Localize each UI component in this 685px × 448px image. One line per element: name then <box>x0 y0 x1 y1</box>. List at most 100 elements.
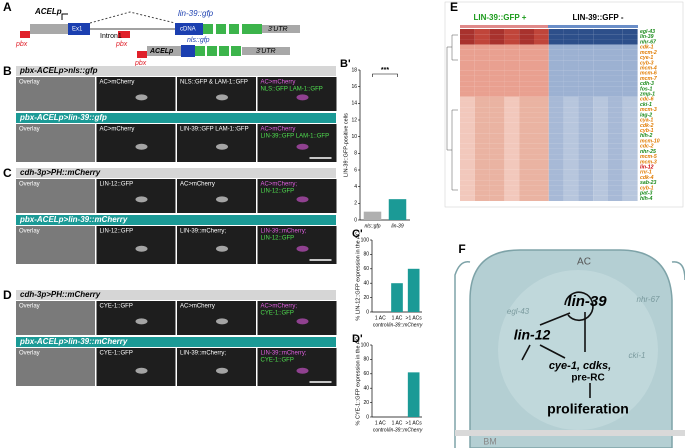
heatmap-cell <box>534 60 549 66</box>
gene-label: mcm-3 <box>640 159 657 165</box>
heatmap-cell <box>460 195 475 201</box>
heatmap-cell <box>474 138 490 144</box>
signal <box>216 245 228 252</box>
image-label: Overlay <box>19 127 40 133</box>
heatmap-cell <box>578 60 594 66</box>
heatmap-cell <box>534 86 549 92</box>
gene-label: mcm-5 <box>640 154 657 160</box>
heatmap-cell <box>548 96 564 102</box>
diagram-label: nhr-67 <box>637 295 661 304</box>
micrograph <box>96 226 176 264</box>
heatmap-cell <box>504 180 520 186</box>
heatmap-cell <box>519 49 534 56</box>
heatmap-cell <box>622 195 638 201</box>
heatmap-cell <box>622 133 638 139</box>
heatmap-cell <box>622 128 638 134</box>
image-label: AC>mCherry <box>100 127 135 133</box>
row-header <box>16 215 336 225</box>
heatmap-cell <box>622 164 638 170</box>
gfp-exon <box>203 24 213 34</box>
image-label: AC>mCherry <box>180 182 215 188</box>
heatmap-cell <box>578 185 594 191</box>
heatmap-cell <box>593 101 608 108</box>
signal <box>296 143 309 150</box>
heatmap-cell <box>548 39 564 45</box>
heatmap-cell <box>548 86 564 92</box>
heatmap-cell <box>622 159 638 165</box>
y-axis-label: % CYE-1::GFP expression in the AC <box>355 337 361 426</box>
heatmap-cell <box>622 169 638 175</box>
heatmap-cell <box>593 164 608 170</box>
heatmap-cell <box>504 148 520 155</box>
heatmap-cell <box>563 195 579 201</box>
heatmap-cell <box>519 133 534 139</box>
heatmap-cell <box>563 143 579 149</box>
heatmap-cell <box>504 154 520 160</box>
heatmap-cell <box>519 60 534 66</box>
heatmap-cell <box>578 164 594 170</box>
signal <box>135 245 148 252</box>
image-label: LIN-39::GFP LAM-1::GFP <box>261 134 330 140</box>
group-strip <box>460 25 548 28</box>
heatmap-cell <box>578 138 594 144</box>
diagram-label: proliferation <box>547 401 629 417</box>
bar <box>388 199 407 220</box>
heatmap-cell <box>489 112 505 118</box>
heatmap-cell <box>608 34 623 40</box>
heatmap-cell <box>563 154 579 160</box>
heatmap-cell <box>563 65 579 71</box>
heatmap-cell <box>563 159 579 165</box>
heatmap-cell <box>608 60 623 66</box>
heatmap-cell <box>519 169 534 175</box>
heatmap-cell <box>460 107 475 113</box>
heatmap-cell <box>622 44 638 50</box>
gene-label: rnr-1 <box>640 170 652 176</box>
heatmap-cell <box>460 91 475 97</box>
image-label: Overlay <box>19 304 40 310</box>
heatmap-cell <box>534 44 549 50</box>
heatmap-cell <box>504 159 520 165</box>
heatmap-cell <box>474 86 490 92</box>
heatmap-cell <box>578 159 594 165</box>
heatmap-cell <box>474 55 490 61</box>
heatmap-cell <box>608 128 623 134</box>
gene-label: cya-1 <box>640 118 653 124</box>
x-tick-label: nls::gfp <box>364 223 380 229</box>
neighbor-cell <box>454 261 471 448</box>
row-title: pbx-ACELp>nls::gfp <box>19 66 98 75</box>
heatmap-cell <box>578 81 594 87</box>
heatmap-cell <box>474 29 490 35</box>
gene-label: cdc-6 <box>640 97 654 103</box>
heatmap-cell <box>578 180 594 186</box>
heatmap-cell <box>563 60 579 66</box>
y-tick-label: 4 <box>354 184 357 190</box>
y-tick-label: 0 <box>366 414 369 420</box>
heatmap-cell <box>578 107 594 113</box>
image-label: LIN-39::mCherry; <box>261 351 307 357</box>
pbx-box <box>20 31 30 38</box>
heatmap-cell <box>563 112 579 118</box>
heatmap-cell <box>578 122 594 129</box>
heatmap-cell <box>578 154 594 160</box>
micrograph <box>16 179 95 213</box>
group-label: control <box>373 322 388 328</box>
panel-letter: D' <box>352 333 363 345</box>
heatmap-cell <box>563 180 579 186</box>
heatmap-cell <box>608 75 623 82</box>
row-title: pbx-ACELp>lin-39::mCherry <box>19 337 128 346</box>
heatmap-cell <box>504 101 520 108</box>
heatmap-cell <box>563 75 579 82</box>
heatmap-cell <box>474 91 490 97</box>
signal <box>135 94 148 101</box>
utr-box <box>242 47 290 55</box>
heatmap-cell <box>548 81 564 87</box>
heatmap-cell <box>534 195 549 201</box>
gene-label: cyb-1 <box>640 185 654 191</box>
image-label: Overlay <box>19 80 40 86</box>
y-tick-label: 14 <box>351 101 357 107</box>
micrograph <box>96 348 176 386</box>
heatmap-cell <box>622 138 638 144</box>
heatmap-cell <box>622 122 638 129</box>
heatmap-cell <box>593 75 608 82</box>
heatmap-cell <box>460 143 475 149</box>
